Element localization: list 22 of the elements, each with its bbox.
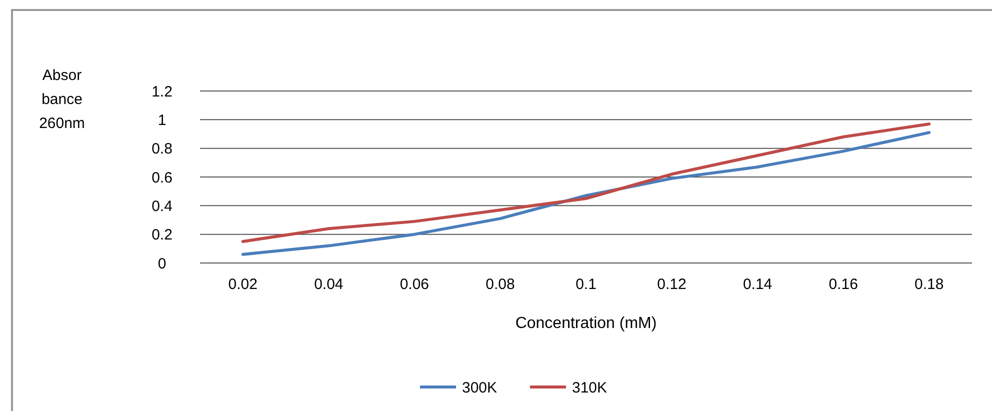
legend-label: 300K bbox=[462, 379, 498, 396]
x-tick-label: 0.16 bbox=[828, 276, 858, 293]
y-axis-title: Absorbance 260nm bbox=[39, 67, 85, 132]
y-tick-label: 0.4 bbox=[152, 198, 172, 215]
x-tick-label: 0.18 bbox=[914, 276, 944, 293]
y-tick-label: 1.2 bbox=[152, 83, 172, 100]
x-axis-title: Concentration (mM) bbox=[515, 315, 657, 332]
x-tick-label: 0.04 bbox=[314, 276, 344, 293]
x-tick-label: 0.08 bbox=[486, 276, 515, 293]
y-tick-label: 0.2 bbox=[152, 226, 172, 244]
line-series bbox=[241, 131, 931, 256]
x-tick-label: 0.1 bbox=[576, 276, 596, 293]
x-tick-label: 0.02 bbox=[228, 276, 258, 293]
legend-label: 310K bbox=[572, 379, 608, 396]
x-tick-label: 0.12 bbox=[657, 276, 686, 293]
x-tick-label: 0.06 bbox=[400, 276, 430, 293]
y-tick-label: 0.8 bbox=[152, 140, 172, 158]
x-tick-label: 0.14 bbox=[742, 276, 772, 293]
y-tick-label: 0 bbox=[158, 255, 166, 272]
y-tick-label: 0.6 bbox=[152, 169, 172, 186]
y-tick-label: 1 bbox=[158, 112, 166, 129]
line-series bbox=[241, 122, 931, 243]
